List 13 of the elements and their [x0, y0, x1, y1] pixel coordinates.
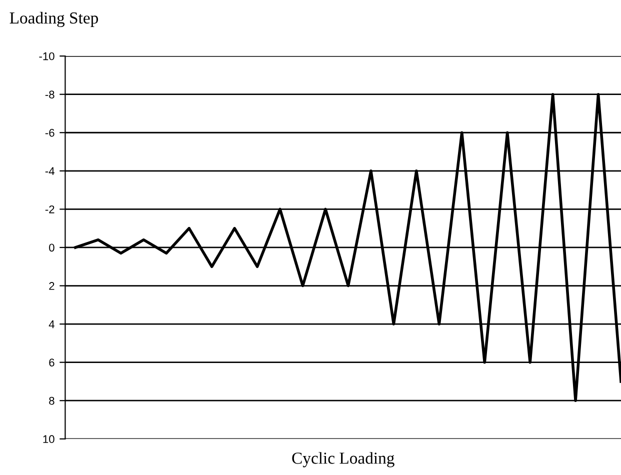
- y-tick-label: -6: [45, 128, 54, 137]
- y-tick-label: 0: [49, 244, 54, 252]
- y-tick-label: 6: [49, 358, 54, 366]
- y-tick-label: 4: [48, 320, 54, 328]
- y-tick-label: -8: [45, 90, 54, 98]
- x-axis-title: Cyclic Loading: [292, 452, 394, 468]
- y-tick-label: -10: [39, 52, 54, 60]
- chart-title: Loading Step: [10, 12, 98, 28]
- y-tick-label: 8: [49, 396, 54, 405]
- y-tick-label: -2: [45, 205, 54, 214]
- y-tick-label: 10: [43, 435, 54, 444]
- y-tick-label: 2: [49, 282, 54, 290]
- y-tick-label: -4: [45, 167, 54, 175]
